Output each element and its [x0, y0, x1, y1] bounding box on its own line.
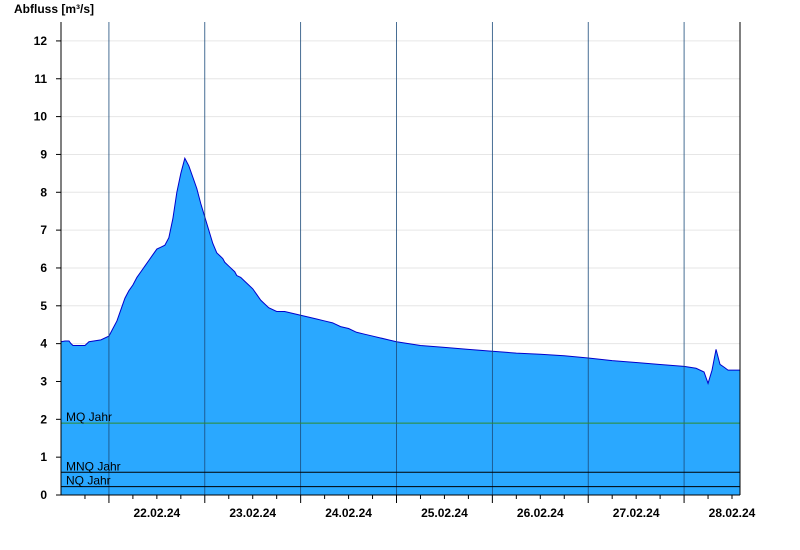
discharge-area [61, 158, 740, 495]
x-tick-label-5: 27.02.24 [613, 506, 660, 520]
x-tick-label-2: 24.02.24 [325, 506, 372, 520]
reference-label-1: MNQ Jahr [66, 459, 121, 473]
y-tick-label-2: 2 [40, 412, 47, 426]
y-tick-label-8: 8 [40, 185, 47, 199]
y-tick-label-4: 4 [40, 337, 47, 351]
y-tick-label-0: 0 [40, 488, 47, 502]
y-tick-label-7: 7 [40, 223, 47, 237]
y-tick-label-6: 6 [40, 261, 47, 275]
y-tick-label-9: 9 [40, 147, 47, 161]
x-tick-label-1: 23.02.24 [229, 506, 276, 520]
y-tick-label-5: 5 [40, 299, 47, 313]
discharge-line [60, 156, 740, 385]
y-tick-label-3: 3 [40, 374, 47, 388]
y-tick-label-12: 12 [34, 34, 48, 48]
y-tick-label-1: 1 [40, 450, 47, 464]
day-separators [108, 22, 685, 495]
y-tick-label-11: 11 [34, 72, 47, 86]
x-tick-label-4: 26.02.24 [517, 506, 564, 520]
x-tick-label-3: 25.02.24 [421, 506, 468, 520]
y-tick-label-10: 10 [34, 110, 48, 124]
y-axis-label: Abfluss [m³/s] [14, 2, 94, 16]
x-tick-label-0: 22.02.24 [133, 506, 180, 520]
reference-label-2: NQ Jahr [66, 474, 111, 488]
x-tick-label-6: 28.02.24 [709, 506, 756, 520]
reference-label-0: MQ Jahr [66, 410, 112, 424]
